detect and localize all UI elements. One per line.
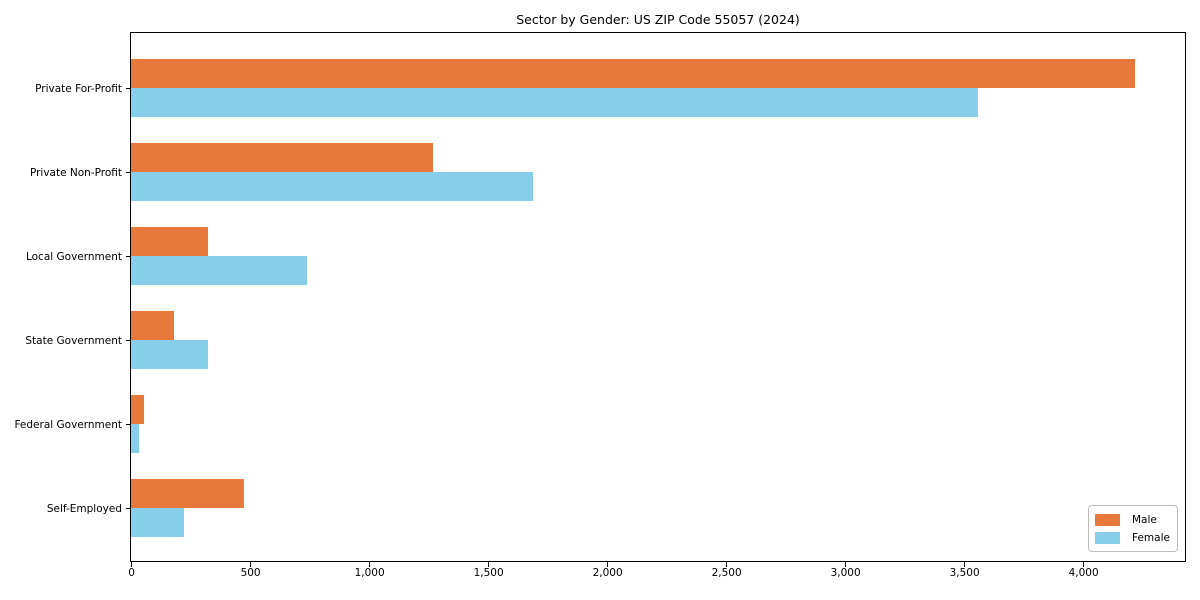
bar-male-4 (131, 311, 175, 340)
y-tick-mark (126, 87, 131, 90)
x-tick-mark (130, 562, 133, 567)
x-tick-label: 2,000 (592, 567, 623, 579)
x-tick-label: 2,500 (711, 567, 742, 579)
legend-label: Male (1132, 513, 1157, 526)
chart-title: Sector by Gender: US ZIP Code 55057 (202… (516, 12, 800, 27)
y-tick-label: Local Government (25, 250, 122, 263)
x-tick-label: 4,000 (1068, 567, 1099, 579)
x-tick-label: 500 (240, 567, 261, 579)
x-tick-mark (963, 562, 966, 567)
plot-area: Male Female (130, 32, 1186, 562)
x-tick-mark (368, 562, 371, 567)
x-tick-mark (844, 562, 847, 567)
y-tick-label: Federal Government (14, 418, 122, 431)
y-tick-label: State Government (25, 334, 122, 347)
bar-female-4 (131, 340, 208, 369)
x-tick-label: 0 (128, 567, 135, 579)
y-tick-mark (126, 507, 131, 510)
legend-label: Female (1132, 531, 1170, 544)
bar-female-1 (131, 88, 978, 117)
y-tick-mark (126, 339, 131, 342)
bar-male-3 (131, 227, 208, 256)
x-tick-mark (487, 562, 490, 567)
male-swatch-icon (1095, 513, 1120, 526)
x-tick-label: 3,000 (830, 567, 861, 579)
legend-item-male: Male (1095, 513, 1177, 526)
x-tick-label: 1,500 (473, 567, 504, 579)
x-tick-label: 1,000 (354, 567, 385, 579)
bar-female-5 (131, 424, 139, 453)
x-tick-mark (725, 562, 728, 567)
female-swatch-icon (1095, 531, 1120, 544)
y-tick-label: Private For-Profit (35, 82, 122, 95)
bar-male-1 (131, 59, 1136, 88)
y-tick-mark (126, 423, 131, 426)
x-tick-label: 3,500 (949, 567, 980, 579)
x-tick-mark (249, 562, 252, 567)
x-tick-mark (1082, 562, 1085, 567)
bar-female-3 (131, 256, 307, 285)
legend-item-female: Female (1095, 531, 1177, 544)
bar-female-2 (131, 172, 534, 201)
y-tick-label: Private Non-Profit (29, 166, 122, 179)
bar-female-6 (131, 508, 184, 537)
legend: Male Female (1088, 505, 1178, 552)
y-tick-mark (126, 171, 131, 174)
x-tick-mark (606, 562, 609, 567)
y-tick-label: Self-Employed (46, 502, 122, 515)
bar-male-6 (131, 479, 245, 508)
bar-male-5 (131, 395, 144, 424)
bar-male-2 (131, 143, 434, 172)
y-tick-mark (126, 255, 131, 258)
